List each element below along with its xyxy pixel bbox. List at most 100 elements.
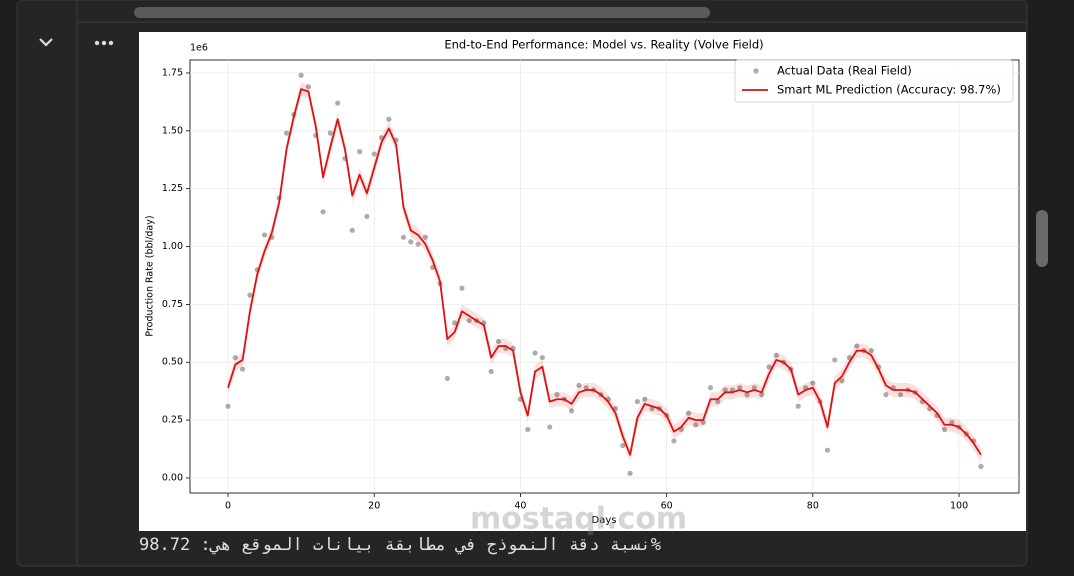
vertical-scrollbar[interactable] bbox=[1036, 210, 1048, 267]
actual-point bbox=[832, 357, 838, 363]
actual-point bbox=[883, 392, 889, 398]
prediction-line bbox=[227, 88, 982, 456]
legend-marker bbox=[753, 68, 759, 74]
actual-point bbox=[627, 470, 633, 476]
actual-point bbox=[539, 355, 545, 361]
y-tick-label: 1.25 bbox=[162, 183, 183, 194]
actual-point bbox=[700, 419, 706, 426]
actual-point bbox=[320, 209, 326, 215]
actual-point bbox=[868, 348, 874, 354]
actual-point bbox=[327, 130, 333, 136]
actual-point bbox=[386, 116, 392, 122]
actual-point bbox=[415, 241, 421, 247]
actual-point bbox=[488, 368, 494, 375]
x-tick-label: 20 bbox=[368, 501, 380, 512]
actual-point bbox=[949, 419, 955, 426]
actual-point bbox=[839, 378, 845, 384]
actual-point bbox=[569, 408, 575, 414]
actual-point bbox=[532, 350, 538, 356]
actual-point bbox=[795, 403, 801, 409]
actual-point bbox=[751, 385, 757, 391]
result-output: نسبة دقة النموذج في مطابقة بيانات الموقع… bbox=[139, 535, 661, 555]
y-tick-label: 0.25 bbox=[162, 415, 183, 426]
y-tick-label: 1.75 bbox=[162, 67, 183, 78]
actual-point bbox=[737, 385, 743, 391]
actual-point bbox=[422, 234, 428, 240]
actual-point bbox=[715, 398, 721, 405]
actual-point bbox=[941, 426, 948, 432]
actual-point bbox=[466, 317, 472, 324]
x-tick-label: 40 bbox=[514, 501, 526, 512]
actual-point bbox=[707, 385, 714, 391]
chart-image bbox=[139, 32, 1026, 531]
actual-point bbox=[824, 447, 831, 453]
actual-point bbox=[854, 343, 860, 349]
actual-point bbox=[766, 364, 772, 370]
actual-point bbox=[722, 387, 728, 393]
y-tick-label: 1.00 bbox=[162, 241, 183, 252]
actual-point bbox=[554, 392, 560, 398]
y-tick-label: 0.75 bbox=[162, 299, 183, 310]
chart-title: End-to-End Performance: Model vs. Realit… bbox=[444, 38, 763, 52]
actual-point bbox=[305, 84, 312, 90]
dot bbox=[108, 40, 114, 46]
actual-point bbox=[525, 426, 531, 432]
actual-point bbox=[459, 285, 465, 291]
actual-point bbox=[978, 463, 984, 469]
legend-box bbox=[734, 59, 1014, 103]
actual-point bbox=[335, 100, 341, 106]
y-tick-label: 1.50 bbox=[162, 125, 183, 136]
watermark: mostaql.com bbox=[470, 502, 687, 537]
x-tick-label: 0 bbox=[225, 501, 231, 512]
actual-point bbox=[261, 232, 268, 238]
legend-label: Actual Data (Real Field) bbox=[777, 64, 912, 78]
actual-point bbox=[452, 320, 458, 326]
actual-point bbox=[547, 424, 553, 430]
legend: Actual Data (Real Field) Smart ML Predict… bbox=[734, 59, 1014, 103]
x-tick-label: 100 bbox=[950, 501, 968, 512]
actual-point bbox=[298, 72, 304, 78]
actual-point bbox=[408, 239, 414, 245]
dot bbox=[94, 40, 100, 46]
dot bbox=[101, 40, 107, 46]
more-actions[interactable] bbox=[94, 40, 114, 46]
y-tick-label: 0.00 bbox=[162, 472, 183, 483]
actual-point bbox=[685, 410, 692, 416]
x-tick-label: 60 bbox=[661, 501, 673, 512]
actual-point bbox=[693, 422, 699, 428]
actual-point bbox=[671, 438, 677, 444]
actual-point bbox=[240, 366, 246, 372]
actual-point bbox=[642, 396, 648, 402]
y-axis-label: Production Rate (bbl/day) bbox=[145, 215, 156, 336]
actual-point bbox=[759, 392, 765, 398]
actual-point bbox=[744, 392, 750, 398]
actual-point bbox=[371, 151, 377, 157]
actual-point bbox=[576, 382, 582, 388]
actual-point bbox=[810, 380, 816, 386]
actual-point bbox=[400, 234, 407, 240]
actual-point bbox=[364, 213, 370, 220]
legend-label: Smart ML Prediction (Accuracy: 98.7%) bbox=[777, 83, 1001, 97]
actual-point bbox=[232, 355, 238, 361]
actual-point bbox=[620, 442, 626, 449]
actual-point bbox=[773, 352, 779, 358]
actual-point bbox=[495, 338, 502, 345]
plot-frame bbox=[189, 59, 1020, 494]
actual-point bbox=[634, 398, 640, 405]
plot-area: 0.00 0.25 0.50 0.75 1.00 1.25 1.50 1.75 0 20 40 60 8… bbox=[162, 60, 1019, 512]
y-offset-label: 1e6 bbox=[190, 43, 208, 54]
y-tick-label: 0.50 bbox=[162, 357, 183, 368]
actual-point bbox=[583, 385, 589, 391]
x-axis-label: Days bbox=[592, 515, 617, 526]
x-tick-label: 80 bbox=[807, 501, 819, 512]
collapse-chevron[interactable] bbox=[39, 38, 53, 47]
actual-point bbox=[357, 149, 363, 155]
actual-point bbox=[349, 227, 355, 233]
actual-point bbox=[283, 130, 290, 136]
actual-point bbox=[247, 292, 253, 298]
actual-point bbox=[225, 403, 231, 409]
actual-point bbox=[444, 375, 450, 382]
actual-point bbox=[897, 392, 904, 398]
horizontal-scrollbar[interactable] bbox=[134, 7, 710, 18]
